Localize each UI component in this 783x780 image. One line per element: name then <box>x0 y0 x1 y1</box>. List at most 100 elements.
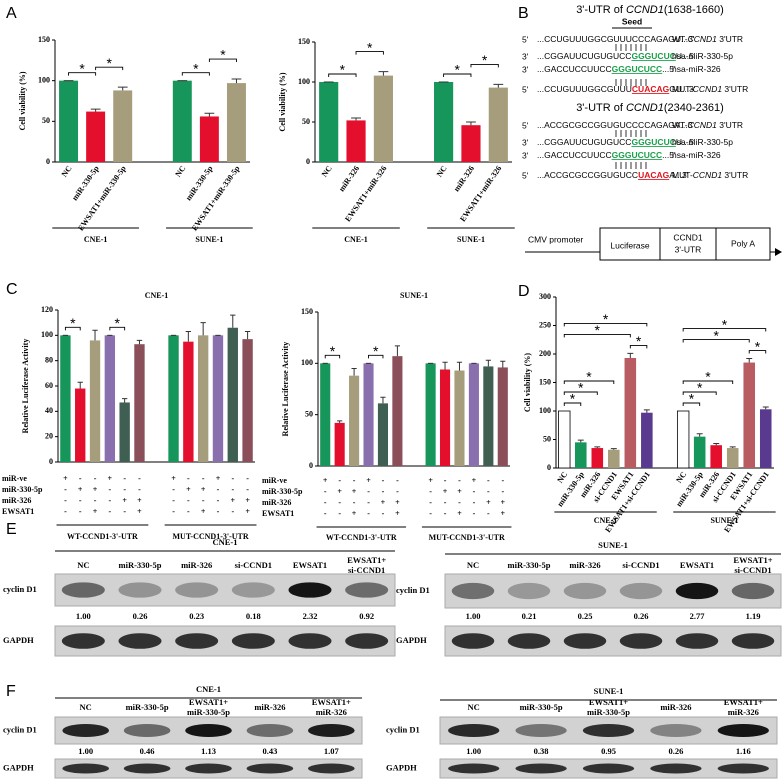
y-tick-label: 100 <box>298 77 310 86</box>
condition-sign: - <box>231 474 234 483</box>
bar <box>454 370 465 466</box>
utr-gene: CCND1 <box>673 232 703 242</box>
condition-sign: - <box>172 485 175 494</box>
band <box>563 582 607 600</box>
text-segment: ...CCUGUUUGGCGUUUCCCAGAGU...3' <box>537 34 695 44</box>
bar <box>226 83 246 162</box>
sequence-label: hsa-miR-330-5p <box>672 51 733 61</box>
error-bar <box>466 121 476 126</box>
y-axis-label: Cell viability (%) <box>278 72 287 131</box>
condition-sign: + <box>366 476 371 485</box>
seed-label: Seed <box>622 16 642 26</box>
text-segment: hsa-miR-326 <box>672 150 721 160</box>
condition-sign: - <box>109 485 112 494</box>
condition-sign: - <box>123 474 126 483</box>
condition-sign: - <box>444 509 447 518</box>
condition-sign: - <box>231 507 234 516</box>
bar <box>439 369 451 466</box>
construct-box <box>715 227 771 261</box>
category-label: EWSAT1+miR-330-5p <box>190 164 242 233</box>
lane-label: EWSAT1 <box>680 560 714 570</box>
y-tick-label: 50 <box>543 434 551 443</box>
condition-sign: + <box>137 507 142 516</box>
bar <box>334 422 345 466</box>
y-tick-label: 20 <box>45 431 53 440</box>
quantification: 1.00 <box>78 746 93 756</box>
bar <box>75 388 86 462</box>
y-tick-label: 0 <box>309 461 313 470</box>
significance-label: * <box>578 380 584 396</box>
prime: 3' <box>522 150 529 160</box>
bar <box>574 442 587 468</box>
loading-band <box>62 763 110 774</box>
band <box>650 724 702 737</box>
error-bar <box>500 360 506 368</box>
loading-band <box>675 633 719 649</box>
bar <box>377 403 389 466</box>
condition-sign: - <box>187 507 190 516</box>
site-title: 3'-UTR of CCND1(2340-2361) <box>576 102 724 114</box>
condition-sign: - <box>202 474 205 483</box>
y-tick-label: 100 <box>301 358 313 367</box>
text-segment: hsa-miR-326 <box>672 64 721 74</box>
significance-bracket <box>563 322 648 327</box>
band <box>717 724 769 737</box>
condition-sign: - <box>458 498 461 507</box>
error-bar <box>746 358 753 363</box>
condition-sign: - <box>123 507 126 516</box>
significance-label: * <box>482 52 488 68</box>
condition-sign: - <box>367 498 370 507</box>
sequence: ...GACCUCCUUCCGGGUCUCC...5' <box>537 64 676 74</box>
condition-name: miR-330-5p <box>2 485 43 494</box>
y-tick-label: 0 <box>49 457 53 466</box>
band <box>61 582 105 598</box>
bar <box>425 363 436 466</box>
condition-sign: + <box>443 487 448 496</box>
text-segment: ...CCUGUUUGGCGUUU <box>537 84 632 94</box>
bar <box>693 436 706 468</box>
sequence-label: hsa-miR-330-5p <box>672 137 733 147</box>
lane-label: EWSAT1+ <box>312 697 351 707</box>
significance-bracket <box>629 344 648 349</box>
text-segment: CCND1 <box>693 170 723 180</box>
condition-sign: + <box>486 498 491 507</box>
panel-label: A <box>6 5 17 22</box>
condition-sign: + <box>352 487 357 496</box>
bar <box>461 125 481 162</box>
significance-bracket <box>95 66 124 71</box>
condition-sign: - <box>172 507 175 516</box>
condition-sign: + <box>323 476 328 485</box>
quantification: 0.46 <box>140 746 155 756</box>
prime: 5' <box>522 84 529 94</box>
text-segment: 3'-UTR of <box>576 102 626 114</box>
bar <box>134 344 145 462</box>
utr-label: 3'-UTR <box>675 244 702 254</box>
band <box>185 724 232 737</box>
band <box>123 724 171 737</box>
condition-name: miR-330-5p <box>262 487 303 496</box>
text-segment: GGGUCUCC <box>612 64 663 74</box>
condition-sign: + <box>457 509 462 518</box>
text-segment: (1638-1660) <box>664 4 724 16</box>
bar <box>242 339 253 462</box>
text-segment: 3'UTR <box>722 170 748 180</box>
bar <box>497 367 508 466</box>
bar <box>468 363 479 466</box>
bar <box>59 80 79 162</box>
panel-label: F <box>6 683 16 700</box>
error-bar <box>594 446 601 449</box>
chart-title: SUNE-1 <box>400 291 428 300</box>
target-label: cyclin D1 <box>3 584 37 594</box>
category-label: miR-330-5p <box>184 164 215 203</box>
error-bar <box>493 83 504 88</box>
y-tick-label: 0 <box>306 157 310 166</box>
lane-label: EWSAT1 <box>293 560 327 570</box>
condition-sign: - <box>138 474 141 483</box>
quantification: 2.32 <box>303 611 318 621</box>
category-label: miR-330-5p <box>70 164 101 203</box>
error-bar <box>456 361 463 371</box>
sequence: ...CGGAUUCUGUGUCCGGGUCUCU...5' <box>537 137 696 147</box>
error-bar <box>442 361 448 370</box>
text-segment: ...5' <box>662 150 676 160</box>
condition-sign: - <box>187 496 190 505</box>
